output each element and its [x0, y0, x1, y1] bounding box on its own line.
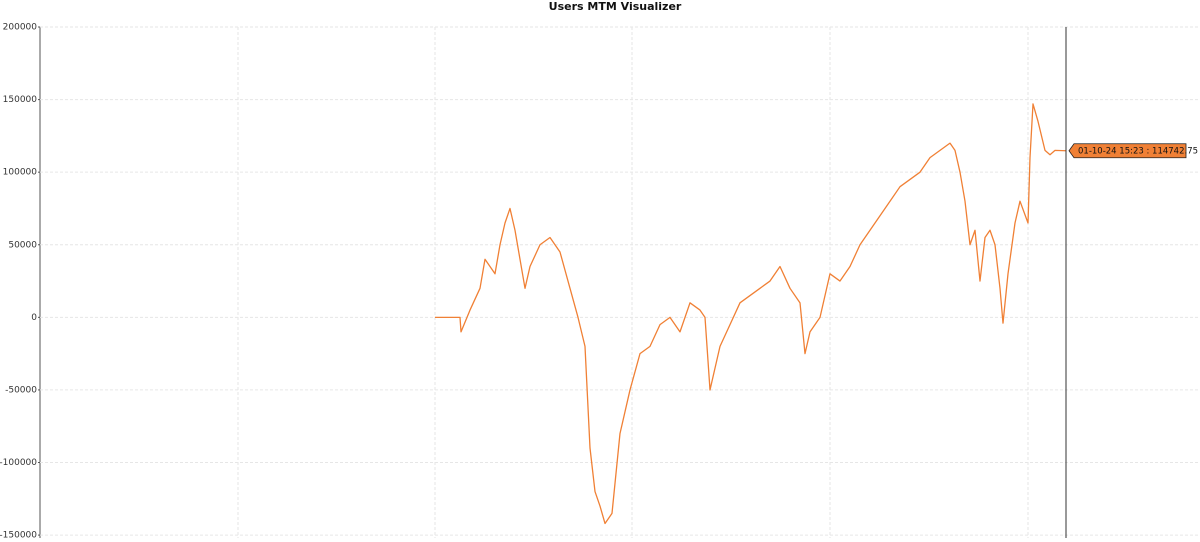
tooltip: 01-10-24 15:23 : 114742.75: [1068, 143, 1198, 159]
y-tick-label: -150000: [0, 531, 37, 538]
y-tick-label: -50000: [5, 385, 37, 395]
tooltip-box: [1068, 143, 1187, 159]
y-tick-label: 150000: [3, 95, 38, 105]
chart-title: Users MTM Visualizer: [549, 0, 682, 13]
y-tick-label: 50000: [8, 240, 37, 250]
y-tick-label: 0: [31, 313, 37, 323]
y-tick-label: 200000: [3, 23, 38, 33]
tooltip-text: 01-10-24 15:23 : 114742.75: [1078, 146, 1198, 156]
line-series: [435, 103, 1067, 525]
y-tick-label: -100000: [0, 458, 37, 468]
y-tick-label: 100000: [3, 168, 38, 178]
x-grid: [237, 27, 1029, 538]
